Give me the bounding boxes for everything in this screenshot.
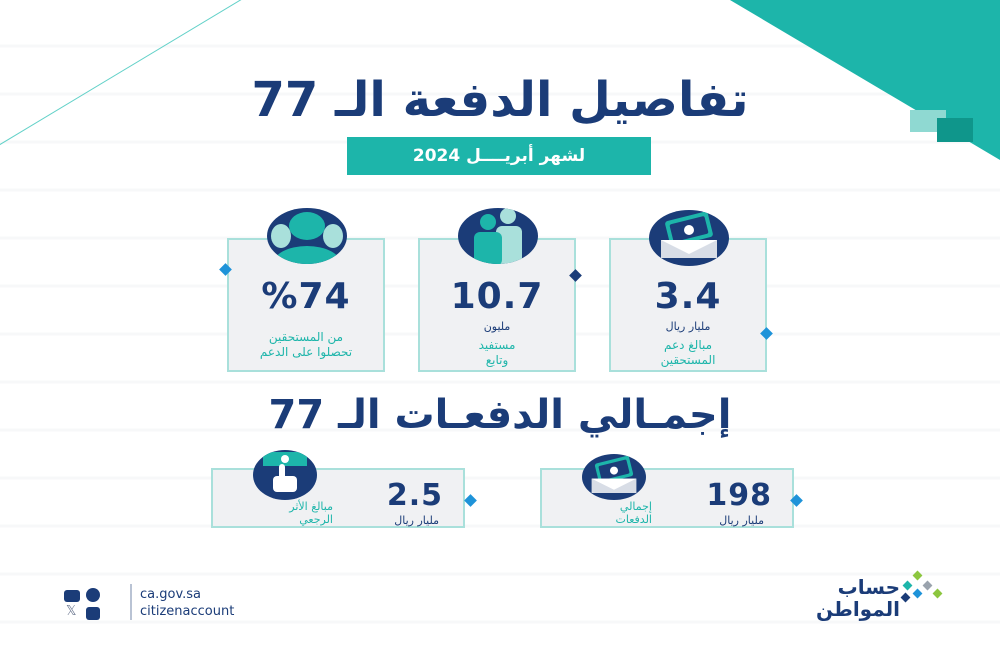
footer-links: ca.gov.sa citizenaccount [140,586,234,620]
stat-description-line: المستحقين [660,353,716,367]
total-description-line: إجمالي [619,500,652,513]
logo-dot [902,580,913,591]
social-handle[interactable]: citizenaccount [140,604,235,619]
logo-line: المواطن [815,597,900,621]
page-title: تفاصيل الدفعة الـ 77 [251,72,749,128]
total-description: مبالغ الأثر الرجعي [233,500,333,526]
total-value: 198 [706,478,772,513]
total-unit: مليار ريال [394,514,439,527]
money-envelope-icon [649,210,729,266]
total-description: إجمالي الدفعات [572,500,652,526]
stat-value: 3.4 [654,276,722,317]
x-icon[interactable]: 𝕏 [66,604,77,619]
stat-value: %74 [261,276,351,317]
social-icons: 𝕏 [64,588,120,622]
footer-divider [130,584,132,620]
month-badge: لشهر أبريــــل 2024 [347,137,651,175]
stat-description: مبالغ دعم المستحقين [611,338,765,368]
total-unit: مليار ريال [719,514,764,527]
stat-description-line: مستفيد [478,338,516,352]
total-value: 2.5 [386,478,443,513]
user-circle-icon [267,208,347,264]
stat-card-support-amount: 3.4 مليار ريال مبالغ دعم المستحقين [609,210,767,372]
stat-description: من المستحقين تحصلوا على الدعم [229,330,383,360]
stat-description-line: من المستحقين [268,330,344,344]
total-description-line: مبالغ الأثر [289,500,333,513]
youtube-icon[interactable] [64,590,80,602]
stat-description: مستفيد وتابع [420,338,574,368]
logo-dot [922,580,933,591]
hand-cash-icon [253,450,317,500]
stat-value: 10.7 [450,276,544,317]
stat-card-percentage: %74 من المستحقين تحصلوا على الدعم [227,208,385,372]
instagram-icon[interactable] [86,607,100,620]
stat-description-line: تحصلوا على الدعم [259,345,353,359]
stat-unit: مليون [483,320,511,333]
total-card-retroactive: 2.5 مليار ريال مبالغ الأثر الرجعي [211,450,465,528]
people-icon [458,208,538,264]
logo-line: حساب [837,575,900,599]
logo-dot [912,570,923,581]
corner-decoration-square [937,118,973,142]
stat-card-beneficiaries: 10.7 مليون مستفيد وتابع [418,208,576,372]
citizen-account-logo: حساب المواطن [790,570,943,632]
stat-description-line: وتابع [485,353,509,367]
website-link[interactable]: ca.gov.sa [140,587,202,602]
stat-unit: مليار ريال [665,320,711,333]
total-card-payments: 198 مليار ريال إجمالي الدفعات [540,454,794,528]
total-description-line: الرجعي [299,513,333,526]
total-description-line: الدفعات [615,513,652,526]
logo-dot [900,592,911,603]
logo-dot [912,588,923,599]
stat-description-line: مبالغ دعم [663,338,713,352]
logo-text: حساب المواطن [816,576,900,620]
money-envelope-icon [582,454,646,500]
globe-icon[interactable] [86,588,100,602]
totals-section-title: إجمـالي الدفعـات الـ 77 [268,392,732,438]
